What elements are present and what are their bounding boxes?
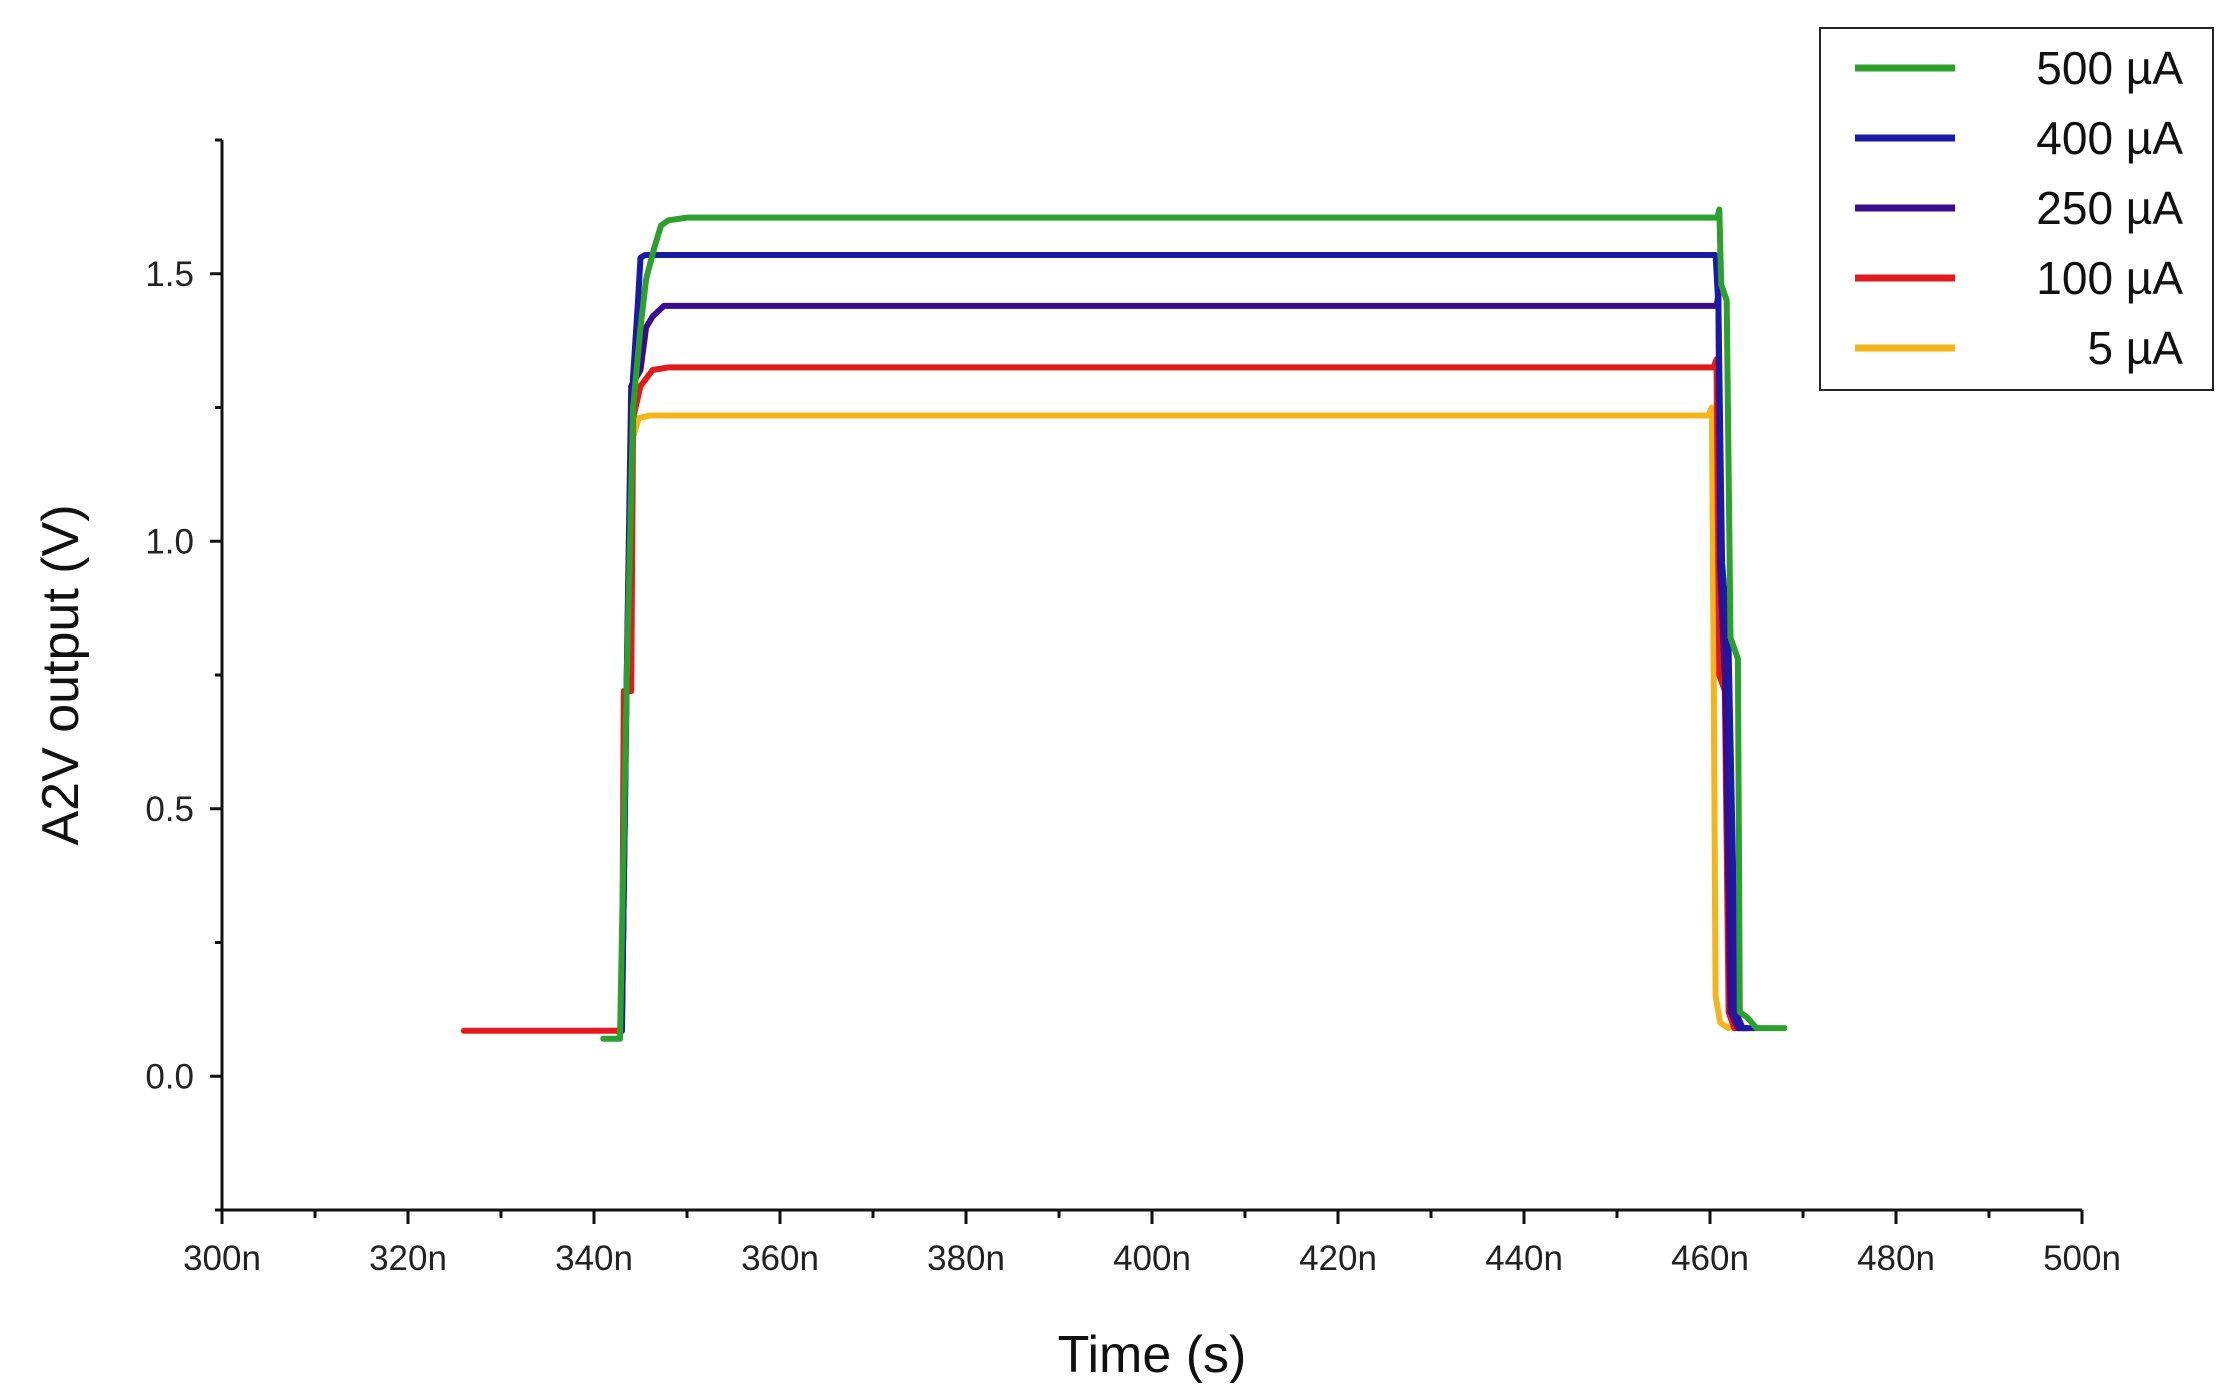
x-tick-label: 420n	[1299, 1239, 1377, 1278]
x-axis-title: Time (s)	[1058, 1326, 1247, 1384]
y-ticks: 0.0 0.5 1.0 1.5	[145, 138, 222, 1212]
series-group	[460, 206, 1788, 1042]
y-tick-label: 0.0	[145, 1057, 194, 1096]
series-line-4	[631, 404, 1732, 1032]
y-tick-label: 0.5	[145, 790, 194, 829]
x-tick-label: 320n	[369, 1239, 447, 1278]
x-tick-label: 440n	[1485, 1239, 1563, 1278]
x-tick-label: 360n	[741, 1239, 819, 1278]
x-tick-label: 300n	[183, 1239, 261, 1278]
x-ticks: 300n 320n 340n 360n 380n 400n 420n 440n 460n 480n…	[183, 1210, 2121, 1278]
legend-label: 500 µA	[2036, 42, 2183, 94]
series-line-3	[460, 356, 1751, 1034]
legend-label: 5 µA	[2087, 322, 2183, 374]
series-line-1	[618, 252, 1760, 1034]
series-line-0	[600, 206, 1788, 1042]
axes	[220, 140, 2082, 1212]
legend-label: 400 µA	[2036, 112, 2183, 164]
legend-label: 250 µA	[2036, 182, 2183, 234]
y-axis-title: A2V output (V)	[32, 504, 90, 845]
y-tick-label: 1.0	[145, 522, 194, 561]
series-line-2	[618, 292, 1751, 1034]
x-tick-label: 380n	[927, 1239, 1005, 1278]
x-tick-label: 480n	[1857, 1239, 1935, 1278]
x-tick-label: 340n	[555, 1239, 633, 1278]
y-tick-label: 1.5	[145, 255, 194, 294]
legend-label: 100 µA	[2036, 252, 2183, 304]
x-tick-label: 460n	[1671, 1239, 1749, 1278]
legend: 500 µA 400 µA 250 µA 100 µA 5 µA	[1819, 27, 2214, 391]
x-tick-label: 400n	[1113, 1239, 1191, 1278]
x-tick-label: 500n	[2043, 1239, 2121, 1278]
